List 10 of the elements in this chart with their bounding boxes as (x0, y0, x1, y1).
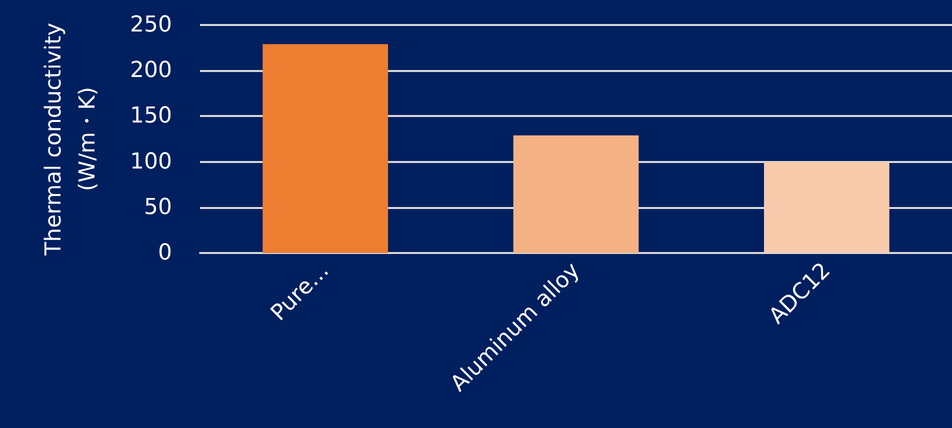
y-tick-label: 150 (130, 104, 172, 129)
bar (513, 135, 639, 253)
bar (764, 162, 890, 253)
y-tick-label: 250 (130, 12, 172, 38)
y-tick-label: 100 (130, 149, 172, 174)
bar (262, 44, 388, 253)
y-tick-label: 0 (158, 240, 172, 266)
y-axis-title: Thermal conductivity (W/m・K) (42, 22, 100, 256)
y-tick-label: 50 (144, 194, 172, 220)
y-tick-label: 200 (130, 58, 172, 84)
